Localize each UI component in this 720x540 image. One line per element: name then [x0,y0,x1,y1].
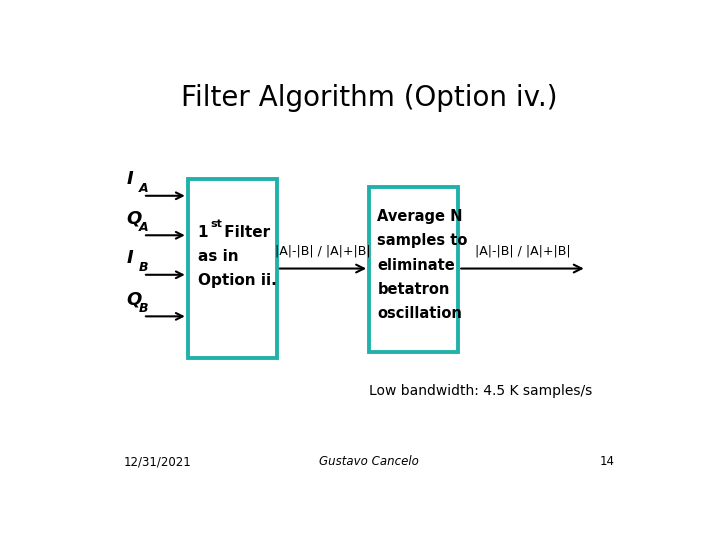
Text: B: B [138,302,148,315]
Text: Average N: Average N [377,210,463,224]
Text: A: A [138,181,148,194]
Bar [188,179,277,358]
Text: as in: as in [198,249,238,264]
Text: |A|-|B| / |A|+|B|: |A|-|B| / |A|+|B| [275,245,371,258]
Text: Q: Q [126,210,142,228]
Text: st: st [210,219,222,229]
Text: betatron: betatron [377,282,450,296]
Text: eliminate: eliminate [377,258,455,273]
Text: Filter: Filter [219,225,270,240]
Text: oscillation: oscillation [377,306,462,321]
Text: 12/31/2021: 12/31/2021 [124,455,192,468]
Text: samples to: samples to [377,233,468,248]
Text: |A|-|B| / |A|+|B|: |A|-|B| / |A|+|B| [474,245,570,258]
Text: Gustavo Cancelo: Gustavo Cancelo [319,455,419,468]
Text: 1: 1 [198,225,208,240]
Text: A: A [138,221,148,234]
Text: B: B [138,261,148,274]
Bar [369,187,459,352]
Text: 14: 14 [600,455,615,468]
Text: I: I [126,249,133,267]
Text: I: I [126,170,133,188]
Text: Q: Q [126,291,142,309]
Text: Low bandwidth: 4.5 K samples/s: Low bandwidth: 4.5 K samples/s [369,384,593,398]
Text: Option ii.: Option ii. [198,273,276,288]
Text: Filter Algorithm (Option iv.): Filter Algorithm (Option iv.) [181,84,557,112]
